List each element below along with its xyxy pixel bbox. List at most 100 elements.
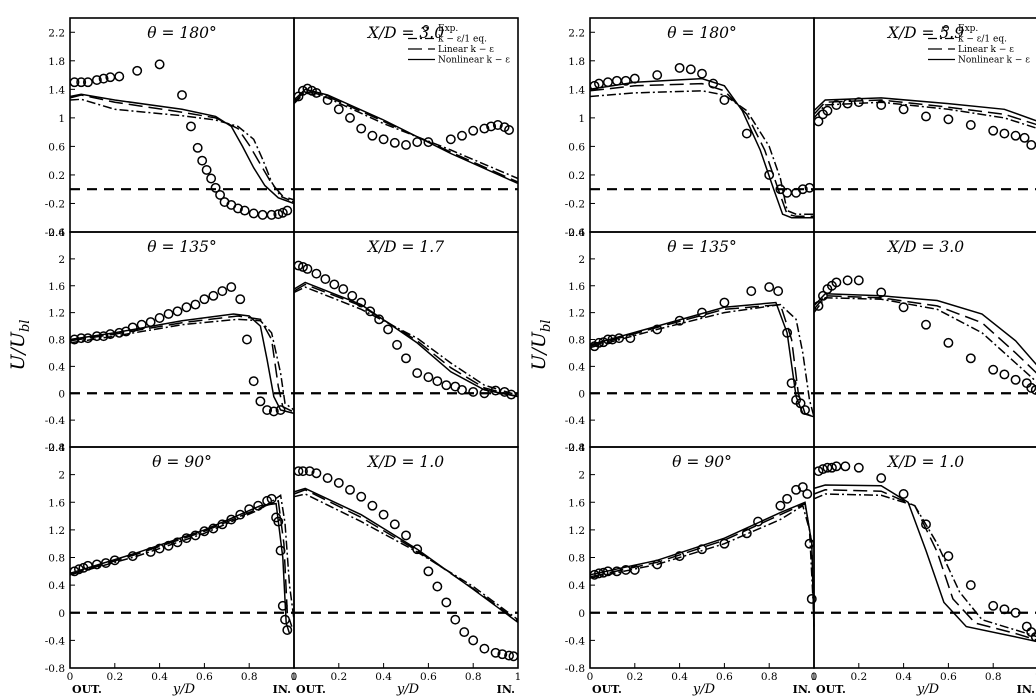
exp-point	[347, 290, 358, 301]
exp-point	[233, 203, 243, 214]
exp-point	[697, 307, 707, 318]
exp-point	[298, 261, 308, 272]
exp-point	[389, 137, 400, 148]
exp-point	[822, 105, 833, 116]
exp-point	[98, 331, 109, 342]
exp-point	[76, 77, 87, 88]
y-tick-label: 1.2	[48, 308, 65, 320]
exp-point	[853, 97, 864, 108]
exp-point	[239, 205, 250, 216]
y-tick-label: -0.2	[565, 198, 585, 210]
series-line	[589, 90, 814, 215]
exp-point	[697, 544, 707, 555]
exp-point	[401, 530, 411, 541]
exp-point	[674, 315, 685, 326]
exp-point	[457, 130, 467, 141]
legend-exp-marker	[943, 25, 949, 31]
y-tick-label: 0	[578, 608, 585, 620]
exp-point	[177, 90, 187, 100]
panel-title: X/D = 3.0	[887, 238, 964, 256]
exp-point	[412, 544, 423, 555]
exp-point	[378, 134, 389, 145]
series-line	[813, 297, 1036, 383]
y-tick-label: 0.8	[48, 553, 65, 565]
exp-point	[802, 489, 813, 499]
exp-point	[457, 384, 467, 395]
exp-point	[345, 112, 355, 123]
exp-point	[1026, 382, 1036, 393]
exp-point	[114, 71, 125, 82]
exp-point	[235, 509, 246, 520]
exp-point	[999, 369, 1010, 380]
exp-point	[217, 519, 228, 530]
panel-title: θ = 135°	[147, 238, 217, 256]
series-line	[813, 293, 1036, 366]
panel-title: X/D = 1.7	[367, 238, 444, 256]
exp-point	[266, 493, 277, 504]
exp-point	[497, 649, 508, 660]
exp-point	[320, 274, 331, 284]
exp-point	[782, 187, 793, 198]
exp-point	[76, 333, 87, 344]
exp-point	[999, 604, 1010, 615]
exp-point	[602, 334, 613, 345]
exp-point	[652, 324, 663, 335]
exp-point	[594, 78, 604, 89]
exp-point	[764, 282, 775, 293]
exp-point	[345, 484, 355, 495]
exp-point	[1010, 374, 1021, 385]
x-tick-label: 0	[587, 671, 594, 683]
panel-10: θ = 90° -0.8 -0.4 0 0.4 0.8 1.2 1.6 2 2.4 0 0.2 0.4 0…	[565, 442, 818, 697]
x-tick-label: 0.8	[985, 671, 1002, 683]
panel-0: θ = 180° -0.6 -0.2 0.2 0.6 1 1.4 1.8 2.2	[45, 17, 295, 239]
exp-point	[450, 614, 461, 625]
exp-point	[988, 600, 999, 611]
exp-point	[486, 121, 497, 132]
y-tick-label: 2	[578, 254, 585, 266]
exp-point	[840, 461, 851, 472]
exp-point	[459, 627, 470, 638]
y-tick-label: 0.8	[568, 553, 585, 565]
y-tick-label: 1.6	[48, 281, 65, 293]
exp-point	[831, 277, 842, 288]
exp-point	[1019, 132, 1030, 143]
exp-point	[190, 530, 201, 541]
exp-point	[753, 516, 763, 527]
y-tick-label: -0.6	[45, 227, 66, 239]
exp-point	[154, 59, 165, 70]
exp-point	[898, 489, 909, 499]
exp-point	[988, 364, 999, 375]
exp-point	[842, 98, 853, 109]
exp-point	[999, 128, 1010, 139]
panel-6: θ = 180° -0.6 -0.2 0.2 0.6 1 1.4 1.8 2.2	[565, 17, 815, 239]
exp-point	[98, 73, 109, 84]
exp-point	[773, 286, 784, 297]
series-line	[293, 88, 519, 185]
exp-point	[492, 120, 503, 130]
exp-point	[217, 286, 228, 297]
exp-point	[311, 468, 322, 479]
exp-point	[775, 500, 786, 511]
exp-point	[208, 290, 219, 301]
exp-point	[186, 121, 196, 132]
in-label: IN.	[1017, 683, 1035, 696]
x-tick-label: 0.6	[716, 671, 733, 683]
exp-point	[91, 75, 102, 86]
panel-title: X/D = 1.0	[887, 453, 964, 471]
exp-point	[277, 600, 288, 611]
panel-title: X/D = 5.9	[887, 24, 964, 42]
legend-label: Linear k − ε	[438, 45, 494, 55]
x-tick-label: 0	[291, 671, 298, 683]
out-label: OUT.	[816, 683, 846, 696]
series-line	[69, 313, 295, 415]
exp-point	[127, 322, 138, 333]
x-tick-label: 1	[291, 671, 298, 683]
exp-point	[423, 566, 434, 577]
exp-point	[479, 388, 490, 399]
exp-point	[132, 65, 143, 76]
exp-point	[490, 647, 501, 658]
exp-point	[853, 275, 864, 286]
y-tick-label: 0.4	[48, 580, 65, 592]
